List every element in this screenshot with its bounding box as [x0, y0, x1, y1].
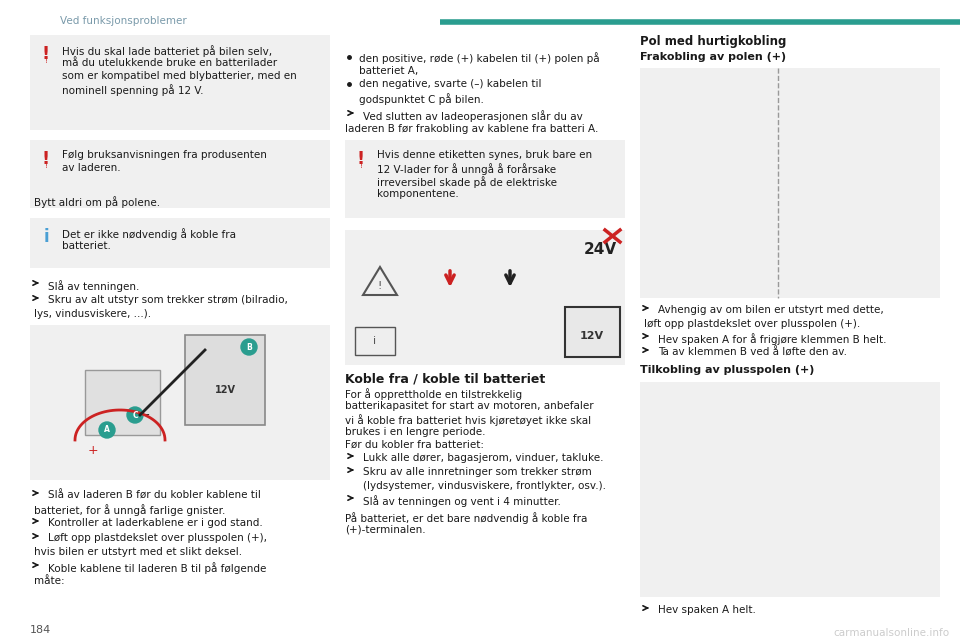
Text: Det er ikke nødvendig å koble fra: Det er ikke nødvendig å koble fra — [62, 228, 236, 240]
Text: Bytt aldri om på polene.: Bytt aldri om på polene. — [34, 196, 160, 208]
Text: batteriet A,: batteriet A, — [359, 66, 419, 76]
Bar — [85, 370, 160, 435]
Text: Følg bruksanvisningen fra produsenten: Følg bruksanvisningen fra produsenten — [62, 150, 267, 160]
Text: Løft opp plastdekslet over plusspolen (+),: Løft opp plastdekslet over plusspolen (+… — [48, 533, 267, 543]
Text: Hvis du skal lade batteriet på bilen selv,: Hvis du skal lade batteriet på bilen sel… — [62, 45, 272, 57]
Text: (+)-terminalen.: (+)-terminalen. — [345, 525, 425, 535]
Text: Hev spaken A for å frigjøre klemmen B helt.: Hev spaken A for å frigjøre klemmen B he… — [658, 333, 886, 345]
Text: godspunktet C på bilen.: godspunktet C på bilen. — [359, 93, 484, 105]
Bar — [565, 307, 620, 357]
FancyBboxPatch shape — [30, 140, 330, 208]
Text: !: ! — [42, 150, 50, 168]
Text: Hev spaken A helt.: Hev spaken A helt. — [658, 605, 756, 615]
Text: hvis bilen er utstyrt med et slikt deksel.: hvis bilen er utstyrt med et slikt dekse… — [34, 547, 242, 557]
FancyBboxPatch shape — [30, 35, 330, 130]
Circle shape — [99, 422, 115, 438]
Text: Pol med hurtigkobling: Pol med hurtigkobling — [640, 35, 786, 48]
FancyBboxPatch shape — [345, 140, 625, 218]
Text: Koble kablene til laderen B til på følgende: Koble kablene til laderen B til på følge… — [48, 562, 266, 574]
Text: !: ! — [360, 163, 363, 169]
Text: carmanualsonline.info: carmanualsonline.info — [834, 628, 950, 638]
Text: !: ! — [357, 150, 365, 168]
Text: irreversibel skade på de elektriske: irreversibel skade på de elektriske — [377, 176, 557, 188]
FancyBboxPatch shape — [640, 382, 940, 597]
Text: 12 V-lader for å unngå å forårsake: 12 V-lader for å unngå å forårsake — [377, 163, 556, 175]
Text: Slå av tenningen og vent i 4 minutter.: Slå av tenningen og vent i 4 minutter. — [363, 495, 561, 507]
Text: lys, vindusviskere, ...).: lys, vindusviskere, ...). — [34, 309, 151, 319]
Text: Skru av alle innretninger som trekker strøm: Skru av alle innretninger som trekker st… — [363, 467, 591, 477]
Text: !: ! — [44, 163, 47, 169]
Text: i: i — [43, 228, 49, 246]
Text: B: B — [246, 342, 252, 351]
Text: av laderen.: av laderen. — [62, 163, 121, 173]
Text: (lydsystemer, vindusviskere, frontlykter, osv.).: (lydsystemer, vindusviskere, frontlykter… — [363, 481, 606, 491]
Text: batterikapasitet for start av motoren, anbefaler: batterikapasitet for start av motoren, a… — [345, 401, 593, 411]
FancyBboxPatch shape — [30, 218, 330, 268]
FancyBboxPatch shape — [30, 325, 330, 480]
Text: Ta av klemmen B ved å løfte den av.: Ta av klemmen B ved å løfte den av. — [658, 347, 847, 357]
Text: laderen B før frakobling av kablene fra batteri A.: laderen B før frakobling av kablene fra … — [345, 124, 598, 134]
Text: !: ! — [378, 281, 382, 291]
Text: Ved slutten av ladeoperasjonen slår du av: Ved slutten av ladeoperasjonen slår du a… — [363, 110, 583, 122]
Text: 12V: 12V — [214, 385, 235, 395]
Text: i: i — [373, 336, 376, 346]
FancyBboxPatch shape — [345, 230, 625, 365]
Text: C: C — [132, 410, 138, 419]
Text: må du utelukkende bruke en batterilader: må du utelukkende bruke en batterilader — [62, 58, 277, 68]
Text: den negative, svarte (–) kabelen til: den negative, svarte (–) kabelen til — [359, 79, 541, 89]
Text: Før du kobler fra batteriet:: Før du kobler fra batteriet: — [345, 440, 484, 450]
Text: Frakobling av polen (+): Frakobling av polen (+) — [640, 52, 786, 62]
Text: som er kompatibel med blybatterier, med en: som er kompatibel med blybatterier, med … — [62, 71, 297, 81]
Text: 184: 184 — [30, 625, 51, 635]
Text: Koble fra / koble til batteriet: Koble fra / koble til batteriet — [345, 372, 545, 385]
Text: A: A — [104, 426, 110, 435]
Text: løft opp plastdekslet over plusspolen (+).: løft opp plastdekslet over plusspolen (+… — [644, 319, 860, 329]
Text: +: + — [87, 444, 98, 456]
Text: Avhengig av om bilen er utstyrt med dette,: Avhengig av om bilen er utstyrt med dett… — [658, 305, 884, 315]
Bar — [355, 327, 395, 355]
Text: For å opprettholde en tilstrekkelig: For å opprettholde en tilstrekkelig — [345, 388, 522, 400]
Text: måte:: måte: — [34, 576, 64, 586]
Text: Hvis denne etiketten synes, bruk bare en: Hvis denne etiketten synes, bruk bare en — [377, 150, 592, 160]
Text: den positive, røde (+) kabelen til (+) polen på: den positive, røde (+) kabelen til (+) p… — [359, 52, 600, 64]
Text: !: ! — [42, 45, 50, 63]
Text: 24V: 24V — [584, 242, 616, 257]
Text: Kontroller at laderkablene er i god stand.: Kontroller at laderkablene er i god stan… — [48, 518, 263, 528]
Text: Slå av tenningen.: Slå av tenningen. — [48, 280, 139, 292]
Text: vi å koble fra batteriet hvis kjøretøyet ikke skal: vi å koble fra batteriet hvis kjøretøyet… — [345, 414, 591, 426]
Text: batteriet, for å unngå farlige gnister.: batteriet, for å unngå farlige gnister. — [34, 504, 226, 516]
Text: nominell spenning på 12 V.: nominell spenning på 12 V. — [62, 84, 204, 96]
Text: batteriet.: batteriet. — [62, 241, 110, 251]
Circle shape — [127, 407, 143, 423]
Text: Lukk alle dører, bagasjerom, vinduer, takluke.: Lukk alle dører, bagasjerom, vinduer, ta… — [363, 453, 604, 463]
Text: !: ! — [44, 58, 47, 64]
Text: Ved funksjonsproblemer: Ved funksjonsproblemer — [60, 16, 187, 26]
Text: På batteriet, er det bare nødvendig å koble fra: På batteriet, er det bare nødvendig å ko… — [345, 512, 588, 524]
Text: Tilkobling av plusspolen (+): Tilkobling av plusspolen (+) — [640, 365, 814, 375]
Text: −: − — [140, 408, 151, 422]
Text: brukes i en lengre periode.: brukes i en lengre periode. — [345, 427, 486, 437]
Text: 12V: 12V — [580, 331, 604, 341]
Circle shape — [241, 339, 257, 355]
Text: komponentene.: komponentene. — [377, 189, 459, 199]
FancyBboxPatch shape — [640, 68, 940, 298]
Text: Skru av alt utstyr som trekker strøm (bilradio,: Skru av alt utstyr som trekker strøm (bi… — [48, 295, 288, 305]
Text: Slå av laderen B før du kobler kablene til: Slå av laderen B før du kobler kablene t… — [48, 490, 261, 500]
Bar — [185, 335, 265, 425]
